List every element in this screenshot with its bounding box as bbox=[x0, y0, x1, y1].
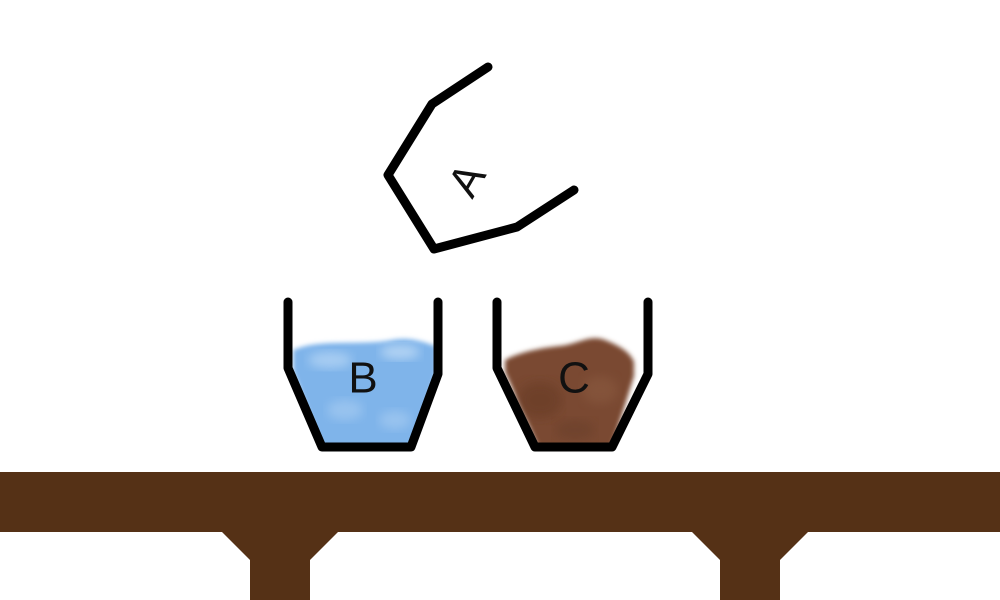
cup-c-outline bbox=[492, 297, 653, 452]
cup-b-water bbox=[293, 338, 436, 447]
cup-b: B bbox=[283, 297, 443, 452]
cup-c-soil bbox=[505, 338, 634, 447]
table-leg-left bbox=[222, 532, 338, 600]
cup-b-outline bbox=[283, 297, 443, 452]
cup-a-outline bbox=[383, 62, 579, 254]
table-leg-right bbox=[692, 532, 808, 600]
cup-a-label: A bbox=[438, 154, 495, 204]
cup-c-label: C bbox=[558, 354, 590, 403]
cup-b-label: B bbox=[348, 354, 377, 403]
cup-a: A bbox=[383, 62, 579, 254]
table bbox=[0, 472, 1000, 600]
table-top bbox=[0, 472, 1000, 532]
cup-c: C bbox=[492, 297, 653, 452]
